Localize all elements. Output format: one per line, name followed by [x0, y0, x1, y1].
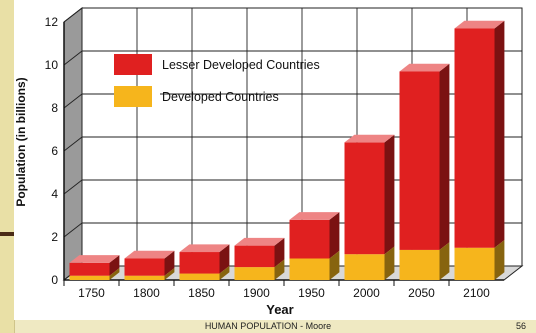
y-axis-label: Population (in billions)	[14, 77, 28, 206]
x-tick-label: 1950	[298, 286, 325, 300]
legend-gap	[152, 86, 160, 107]
bar-2050-lesser-developed	[399, 63, 450, 250]
legend-item-developed: Developed Countries	[114, 86, 279, 107]
bar-side	[439, 242, 450, 280]
x-tick-label: 1900	[243, 286, 270, 300]
bar-side	[329, 212, 340, 259]
bar-side	[219, 265, 230, 280]
bar-front	[179, 273, 220, 280]
bar-front	[289, 258, 330, 280]
y-tick-label: 8	[51, 101, 58, 115]
bar-front	[234, 245, 275, 268]
tick-labels: 0 2 4 6 8 10 12 1750 1800 1850 1900 1950 2000 2050 210…	[45, 15, 491, 300]
slide-footer: HUMAN POPULATION - Moore 56	[0, 321, 536, 333]
bar-side	[494, 240, 505, 280]
bar-top	[69, 255, 120, 263]
population-chart: 0 2 4 6 8 10 12 1750 1800 1850 1900 1950 2000 2050 210…	[14, 6, 524, 317]
slide-accent-rule	[0, 232, 20, 236]
y-tick-label: 4	[51, 187, 58, 201]
bar-side	[274, 259, 285, 280]
bar-side	[384, 246, 395, 280]
bar-side	[439, 63, 450, 250]
legend-label: Developed Countries	[162, 90, 279, 104]
x-tick-label: 1800	[133, 286, 160, 300]
bar-front	[399, 249, 440, 280]
bar-front	[124, 275, 165, 280]
legend-swatch	[114, 54, 152, 75]
legend-item-lesser-developed: Lesser Developed Countries	[114, 54, 320, 75]
bar-front	[124, 258, 165, 276]
x-tick-label: 2000	[353, 286, 380, 300]
bar-side	[164, 250, 175, 276]
legend-swatch	[114, 86, 152, 107]
y-tick-label: 12	[45, 15, 59, 29]
x-tick-label: 1750	[78, 286, 105, 300]
gridline-diag	[63, 136, 83, 152]
gridline-diag	[63, 222, 83, 238]
bar-1850-lesser-developed	[179, 244, 230, 274]
bar-1900-lesser-developed	[234, 237, 285, 268]
bar-side	[274, 237, 285, 268]
bar-1750-lesser-developed	[69, 255, 120, 276]
bar-front	[454, 28, 495, 248]
chart-panel: 0 2 4 6 8 10 12 1750 1800 1850 1900 1950 2000 2050 210…	[14, 0, 536, 320]
bar-top	[454, 20, 505, 29]
bar-side	[329, 250, 340, 280]
bar-front	[234, 267, 275, 280]
x-axis-label: Year	[266, 302, 293, 317]
bar-1800-lesser-developed	[124, 250, 175, 276]
bar-top	[124, 250, 175, 259]
bar-side	[109, 255, 120, 276]
bars	[69, 20, 505, 280]
bar-top	[234, 237, 285, 246]
bar-front	[179, 252, 220, 274]
bar-top	[399, 63, 450, 72]
x-tick-label: 2100	[463, 286, 490, 300]
bar-front	[454, 247, 495, 280]
bar-side	[384, 134, 395, 255]
x-tick-label: 1850	[188, 286, 215, 300]
bar-side	[164, 268, 175, 280]
bar-top	[289, 212, 340, 220]
bar-front	[69, 275, 110, 280]
bar-front	[289, 219, 330, 259]
bar-top	[344, 134, 395, 143]
bar-front	[344, 142, 385, 255]
legend-gap	[152, 54, 160, 75]
gridline-diag	[63, 93, 83, 109]
bar-front	[344, 254, 385, 280]
y-tick-label: 0	[51, 273, 58, 287]
footer-text: HUMAN POPULATION - Moore	[204, 321, 332, 331]
gridline-diag	[63, 7, 83, 23]
bar-side	[219, 244, 230, 274]
bar-1950-lesser-developed	[289, 212, 340, 259]
bar-front	[399, 71, 440, 250]
bar-side	[109, 268, 120, 280]
bar-2100-lesser-developed	[454, 20, 505, 248]
bar-top	[179, 244, 230, 253]
bar-side	[494, 20, 505, 248]
gridline-diag	[63, 179, 83, 195]
bar-front	[69, 262, 110, 276]
legend-label: Lesser Developed Countries	[162, 58, 320, 72]
legend: Lesser Developed Countries Developed Coun…	[114, 54, 320, 107]
bar-2000-lesser-developed	[344, 134, 395, 255]
y-tick-label: 2	[51, 230, 58, 244]
gridline-diag	[63, 50, 83, 66]
slide-side-bar	[0, 0, 15, 333]
y-tick-label: 6	[51, 144, 58, 158]
x-tick-label: 2050	[408, 286, 435, 300]
y-tick-label: 10	[45, 58, 59, 72]
page-number: 56	[515, 321, 526, 331]
